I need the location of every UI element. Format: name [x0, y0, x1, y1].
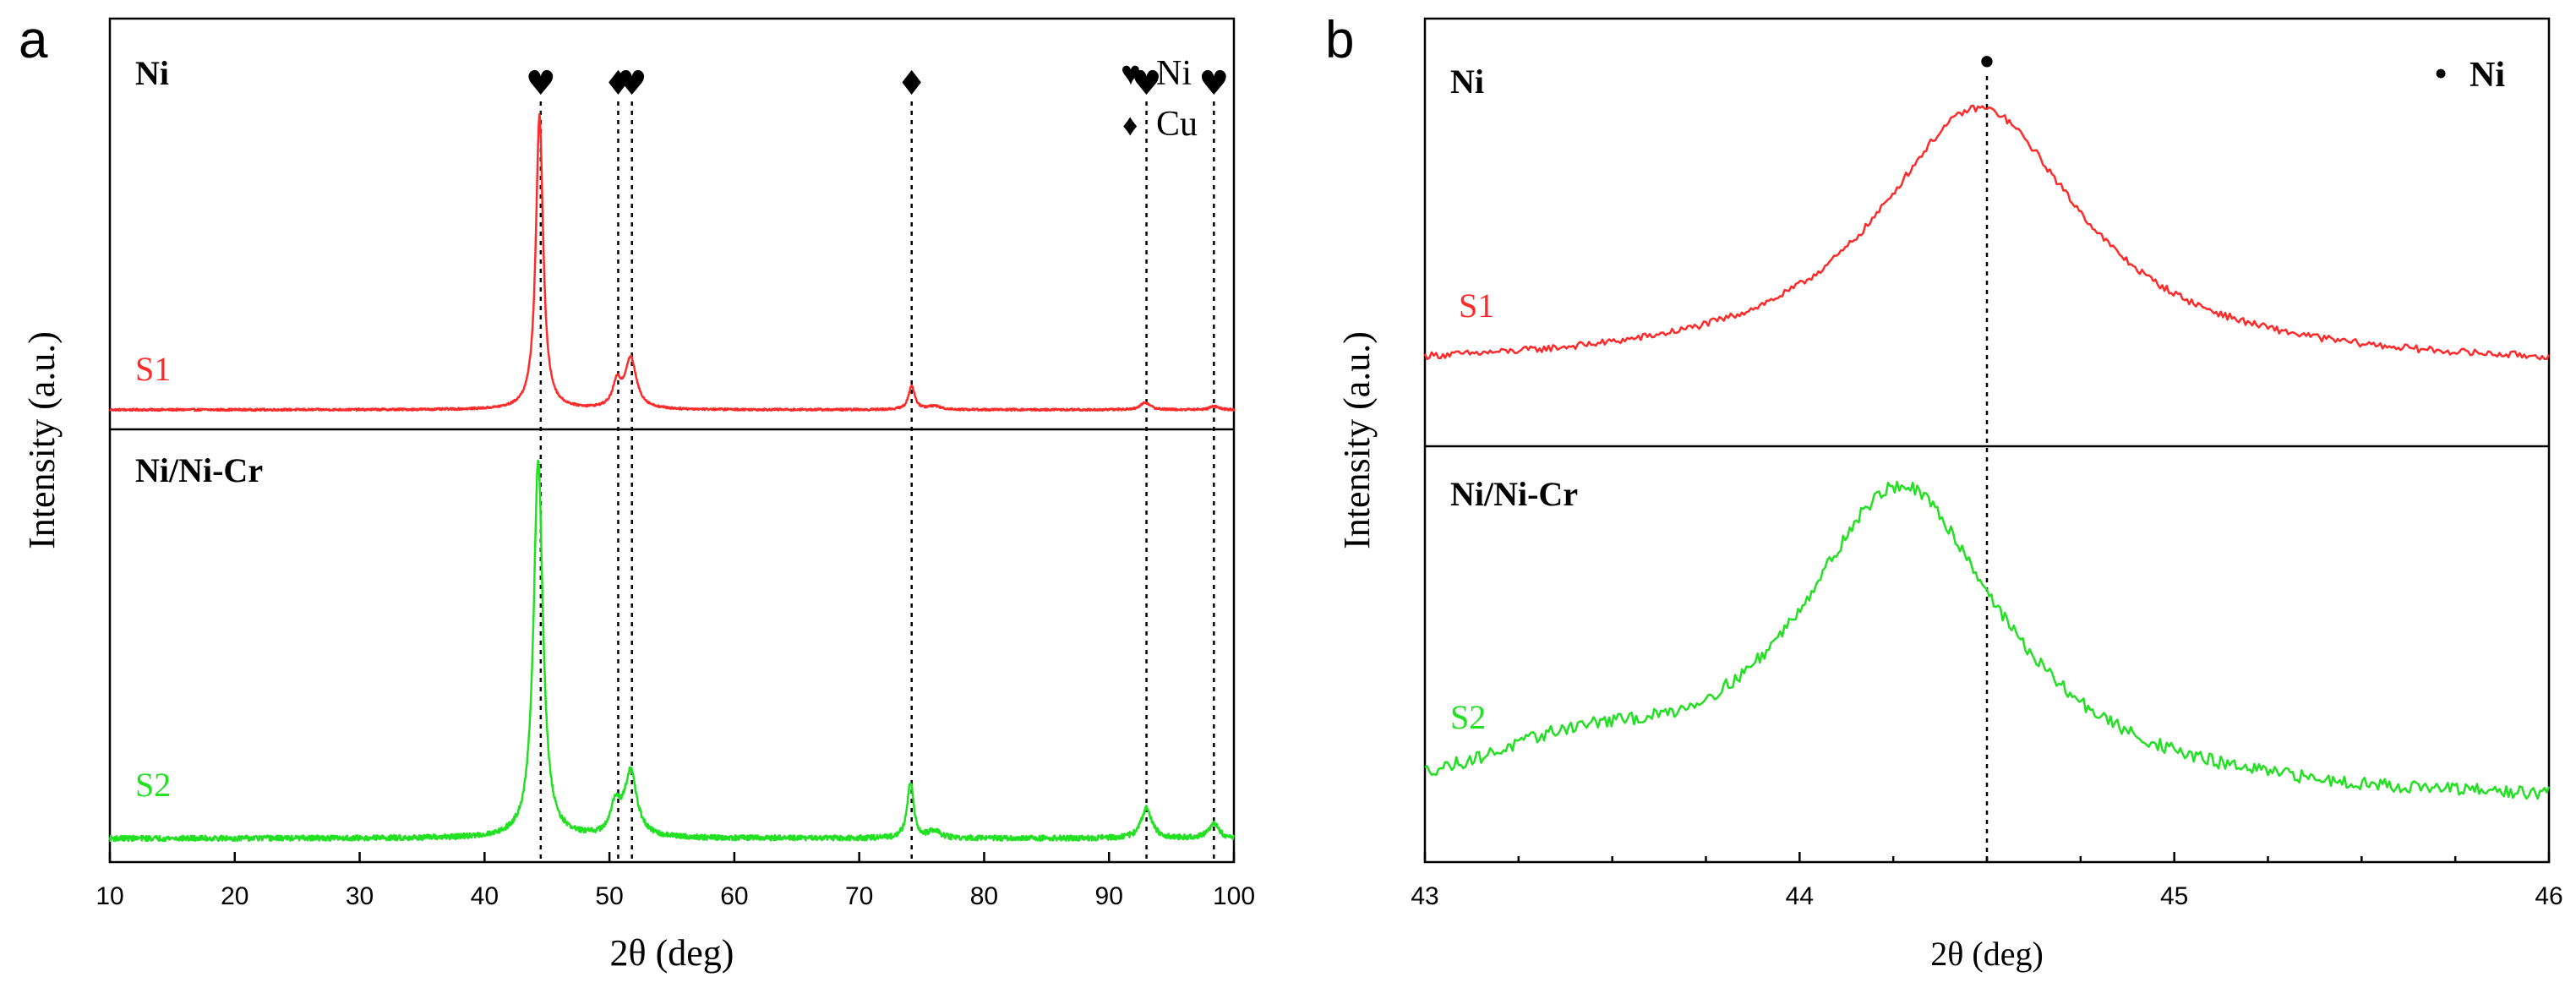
series-s2-line — [108, 459, 1235, 843]
panel-a-sample-label-bottom: Ni/Ni-Cr — [135, 451, 263, 489]
peak-marker-1: ♦ — [603, 64, 634, 103]
legend-cu-symbol-a: ♦ — [1122, 108, 1138, 142]
x-tick-label-40: 40 — [471, 882, 499, 910]
peak-marker-0: ♥ — [526, 64, 556, 103]
x-tick-label-50: 50 — [595, 882, 623, 910]
panel-b-x-axis-title: 2θ (deg) — [1930, 935, 2044, 973]
panel-a-traces — [108, 112, 1236, 843]
series-s1-line — [108, 112, 1236, 412]
panel-b-series-label-s2: S2 — [1450, 698, 1486, 736]
peak-marker-0: • — [1975, 40, 1998, 85]
x-tick-label-46: 46 — [2535, 882, 2562, 910]
x-tick-label-30: 30 — [346, 882, 374, 910]
x-tick-label-100: 100 — [1213, 882, 1255, 910]
panel-a-sample-label-top: Ni — [135, 54, 169, 92]
panel-b-sample-label-bottom: Ni/Ni-Cr — [1450, 475, 1578, 513]
legend-ni-label-a: Ni — [1156, 54, 1192, 93]
panel-a-label: a — [19, 11, 48, 69]
legend-ni-symbol-a: ♥ — [1121, 54, 1141, 92]
legend-ni-symbol-b: • — [2434, 52, 2448, 95]
peak-marker-3: ♦ — [897, 64, 927, 103]
panel-b: b • 43 44 45 46 • Ni Ni S1 Ni/Ni-Cr S2 2θ (… — [1325, 11, 2563, 973]
panel-b-peak-markers: • — [1975, 40, 1998, 85]
panel-a-x-axis-title: 2θ (deg) — [610, 932, 734, 974]
x-tick-label-10: 10 — [96, 882, 123, 910]
panel-b-label: b — [1325, 11, 1354, 69]
panel-a-reference-lines — [539, 101, 1215, 862]
panel-a-frame — [108, 17, 1236, 864]
panel-a-y-axis-title: Intensity (a.u.) — [21, 331, 63, 549]
x-tick-label-20: 20 — [221, 882, 248, 910]
x-tick-label-43: 43 — [1411, 882, 1438, 910]
series-s1-line — [1423, 104, 2551, 361]
series-s2-line — [1424, 480, 2551, 800]
peak-marker-2: ♥ — [617, 64, 647, 103]
panel-b-x-ticks: 43 44 45 46 — [1411, 852, 2563, 910]
panel-a-x-ticks: 10 20 30 40 50 60 70 80 90 100 — [96, 852, 1255, 910]
x-tick-label-60: 60 — [720, 882, 748, 910]
x-tick-label-70: 70 — [845, 882, 873, 910]
panel-a-series-label-s2: S2 — [135, 766, 171, 804]
panel-b-traces — [1423, 104, 2551, 800]
x-tick-label-44: 44 — [1786, 882, 1814, 910]
x-tick-label-45: 45 — [2160, 882, 2188, 910]
panel-a-series-label-s1: S1 — [135, 350, 171, 388]
legend-cu-label-a: Cu — [1156, 105, 1198, 144]
panel-a-peak-markers: ♥ ♦♥ ♦ ♥ ♥ — [526, 64, 1229, 103]
x-tick-label-90: 90 — [1095, 882, 1123, 910]
panel-a: a ♥ ♦♥ ♦ ♥ ♥ 10 20 30 40 50 60 70 80 90 100 ♥ Ni ♦ Cu… — [19, 11, 1255, 974]
peak-marker-4: ♥ — [1132, 64, 1162, 103]
panel-b-y-axis-title: Intensity (a.u.) — [1336, 331, 1378, 549]
legend-ni-label-b: Ni — [2470, 56, 2505, 95]
panel-b-series-label-s1: S1 — [1459, 287, 1494, 325]
x-tick-label-80: 80 — [970, 882, 998, 910]
peak-marker-5: ♥ — [1198, 64, 1229, 103]
panel-b-sample-label-top: Ni — [1450, 63, 1484, 101]
